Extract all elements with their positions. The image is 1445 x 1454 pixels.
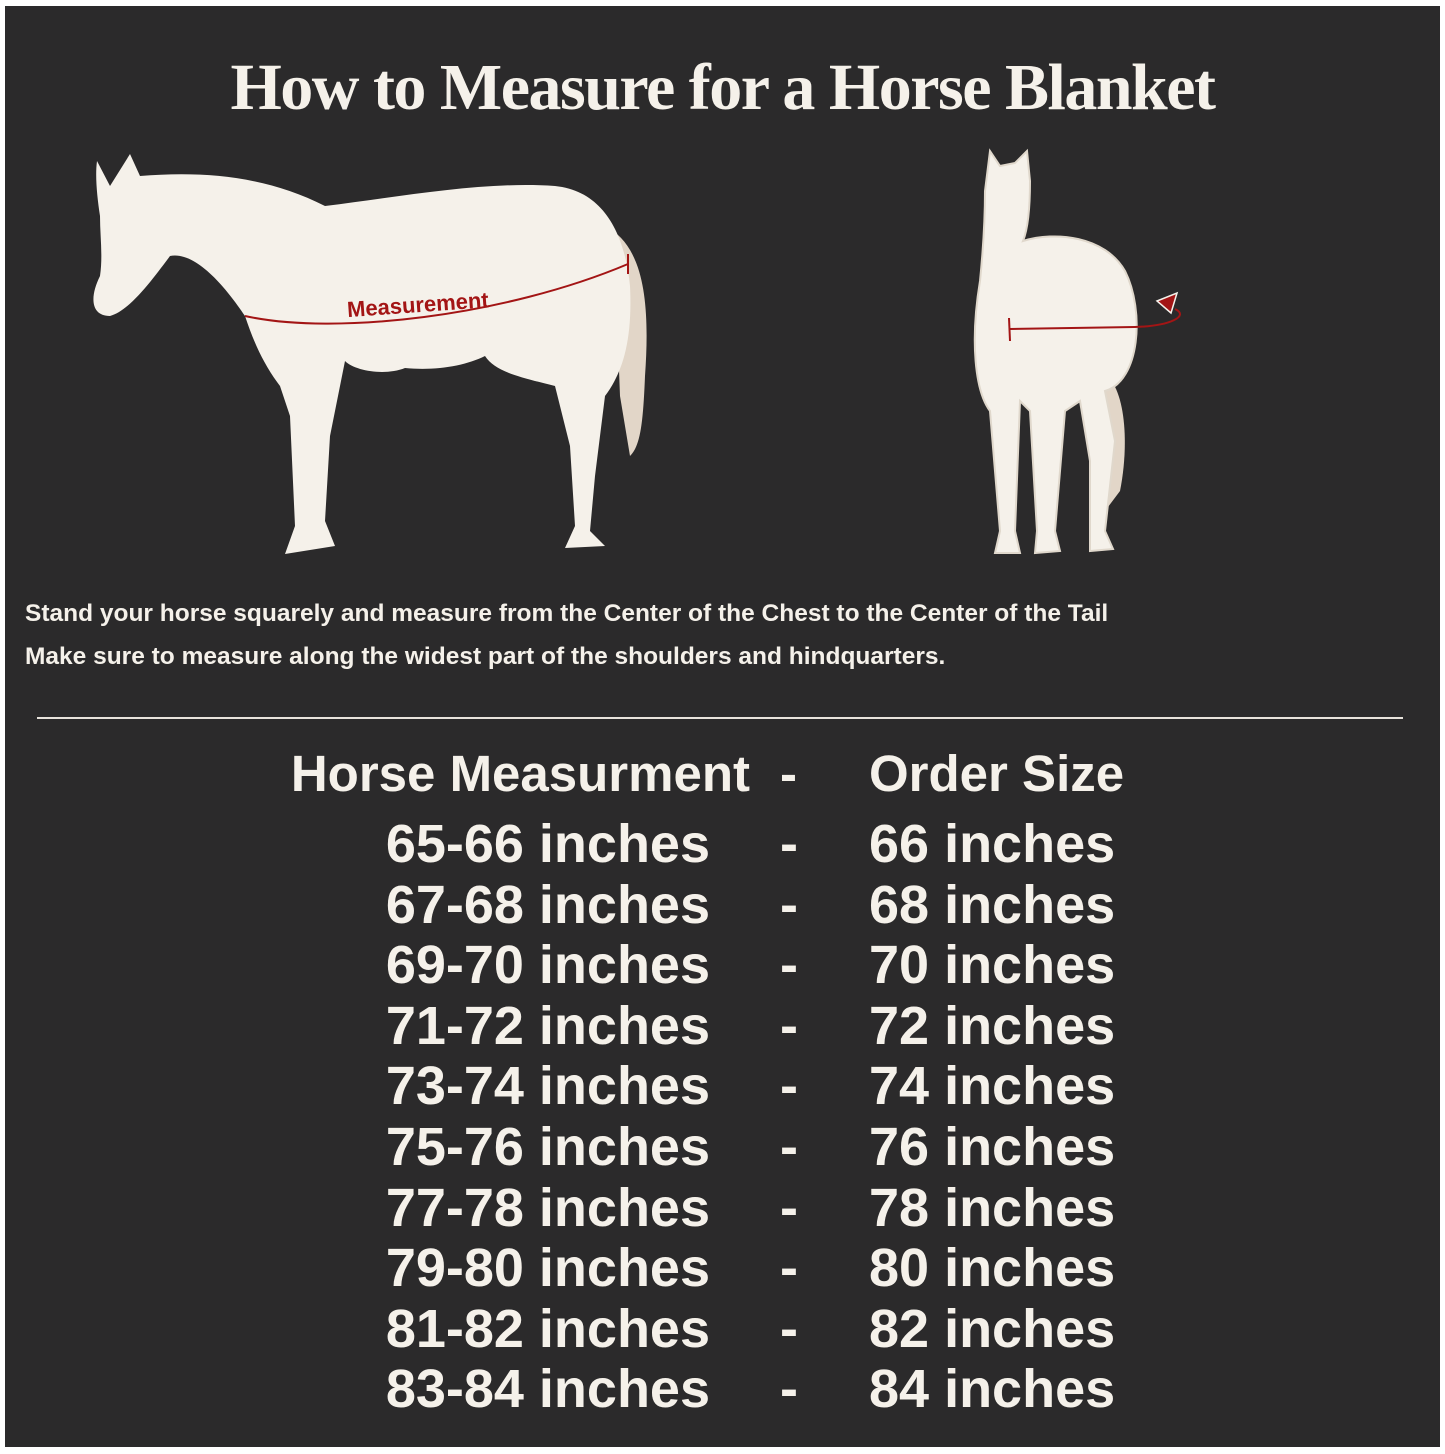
row-order-size: 80 inches xyxy=(869,1238,1116,1299)
page-title: How to Measure for a Horse Blanket xyxy=(230,51,1216,124)
infographic-panel: How to Measure for a Horse Blanket Measu… xyxy=(5,6,1440,1447)
row-measurement: 71-72 inches xyxy=(385,995,710,1056)
row-separator: - xyxy=(780,1056,798,1117)
row-measurement: 83-84 inches xyxy=(385,1359,710,1420)
measurement-line xyxy=(244,263,629,325)
row-measurement: 67-68 inches xyxy=(385,874,710,935)
row-order-size: 66 inches xyxy=(869,814,1116,874)
header-separator: - xyxy=(780,745,797,802)
header-measurement: Horse Measurment xyxy=(290,745,750,802)
table-row: 81-82 inches - 82 inches xyxy=(5,1299,1440,1359)
row-measurement: 79-80 inches xyxy=(385,1238,710,1299)
table-row: 73-74 inches - 74 inches xyxy=(5,1056,1440,1116)
table-row: 71-72 inches - 72 inches xyxy=(5,996,1440,1056)
row-order-size: 84 inches xyxy=(869,1359,1116,1420)
row-order-size: 70 inches xyxy=(869,935,1116,996)
row-separator: - xyxy=(780,1359,798,1420)
table-row: 83-84 inches - 84 inches xyxy=(5,1359,1440,1419)
row-order-size: 74 inches xyxy=(869,1056,1116,1117)
row-order-size: 72 inches xyxy=(869,995,1116,1056)
row-measurement: 77-78 inches xyxy=(385,1177,710,1238)
table-row: 69-70 inches - 70 inches xyxy=(5,935,1440,995)
table-row: 75-76 inches - 76 inches xyxy=(5,1117,1440,1177)
row-order-size: 82 inches xyxy=(869,1298,1116,1359)
table-header: Horse Measurment - Order Size xyxy=(5,744,1440,804)
row-separator: - xyxy=(780,995,798,1056)
table-row: 77-78 inches - 78 inches xyxy=(5,1178,1440,1238)
row-separator: - xyxy=(780,1238,798,1299)
row-order-size: 68 inches xyxy=(869,874,1116,935)
instruction-line-1: Stand your horse squarely and measure fr… xyxy=(25,600,1109,627)
row-order-size: 78 inches xyxy=(869,1177,1116,1238)
measurement-start-tick xyxy=(1008,317,1011,342)
side-view-horse-illustration: Measurement xyxy=(93,154,647,554)
row-separator: - xyxy=(780,814,798,874)
table-row: 67-68 inches - 68 inches xyxy=(5,875,1440,935)
horse-silhouette-front xyxy=(973,148,1138,555)
row-order-size: 76 inches xyxy=(869,1117,1116,1177)
arrow-head-icon xyxy=(1155,291,1179,315)
row-separator: - xyxy=(780,1298,798,1359)
measurement-line xyxy=(1009,308,1182,330)
table-row: 79-80 inches - 80 inches xyxy=(5,1238,1440,1298)
row-separator: - xyxy=(780,935,798,996)
divider xyxy=(37,717,1403,719)
front-view-horse-illustration xyxy=(973,148,1182,555)
row-separator: - xyxy=(780,874,798,935)
row-separator: - xyxy=(780,1177,798,1238)
table-row: 65-66 inches - 66 inches xyxy=(5,814,1440,874)
row-measurement: 69-70 inches xyxy=(385,935,710,996)
horse-silhouette-side xyxy=(93,154,631,554)
row-measurement: 81-82 inches xyxy=(385,1298,710,1359)
row-measurement: 65-66 inches xyxy=(385,814,710,874)
header-order-size: Order Size xyxy=(869,745,1125,802)
instruction-line-2: Make sure to measure along the widest pa… xyxy=(25,643,946,670)
row-separator: - xyxy=(780,1117,798,1177)
row-measurement: 73-74 inches xyxy=(385,1056,710,1117)
row-measurement: 75-76 inches xyxy=(385,1117,710,1177)
